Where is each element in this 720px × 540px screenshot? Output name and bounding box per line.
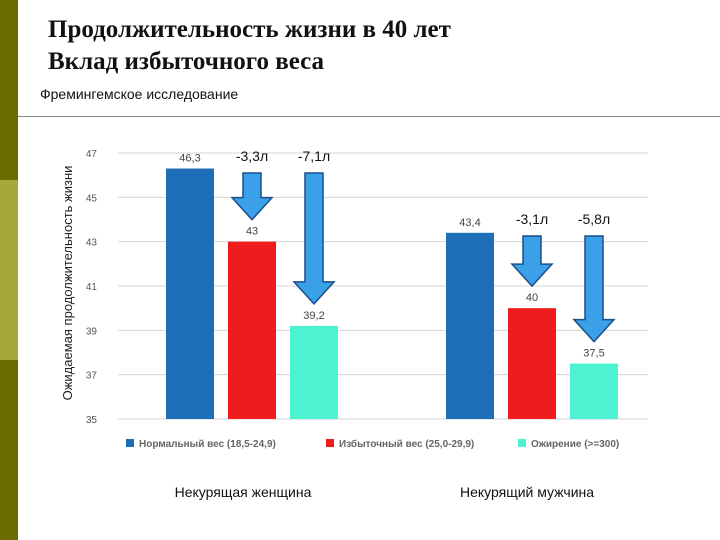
legend: Нормальный вес (18,5-24,9) Избыточный вес…: [126, 438, 619, 450]
y-tick-label-41: 41: [86, 282, 98, 293]
bar-1-2: [570, 363, 618, 419]
annotation-2: -3,1л: [516, 211, 548, 227]
arrows: -3,3л -7,1л -3,1л -5,8л: [230, 148, 616, 343]
annotation-0: -3,3л: [236, 148, 268, 164]
arrow-2: [510, 235, 554, 288]
title-line-1: Продолжительность жизни в 40 лет: [48, 16, 451, 43]
page-title: Продолжительность жизни в 40 лет Вклад и…: [48, 14, 451, 78]
legend-label-1: Избыточный вес (25,0-29,9): [339, 438, 474, 450]
annotation-1: -7,1л: [298, 148, 330, 164]
bar-1-1: [508, 308, 556, 419]
legend-swatch-0: [126, 439, 134, 447]
title-rule: [18, 116, 720, 117]
category-label-0: Некурящая женщина: [175, 484, 312, 500]
arrow-0: [230, 172, 274, 221]
chart-subtitle: Фремингемское исследование: [40, 86, 239, 102]
arrow-3: [572, 235, 616, 343]
data-label-1-0: 43,4: [459, 217, 480, 229]
y-tick-label-43: 43: [86, 238, 98, 249]
title-line-2: Вклад избыточного веса: [48, 48, 325, 75]
bar-0-1: [228, 241, 276, 419]
data-label-0-2: 39,2: [303, 310, 324, 322]
arrow-1: [292, 172, 336, 306]
data-label-1-2: 37,5: [583, 348, 604, 360]
legend-swatch-2: [518, 439, 526, 447]
bar-0-0: [166, 168, 214, 419]
y-tick-label-47: 47: [86, 149, 98, 160]
sidebar-strip-dark-bottom: [0, 360, 18, 540]
data-label-0-1: 43: [246, 226, 258, 238]
y-tick-label-45: 45: [86, 193, 98, 204]
bar-0-2: [290, 325, 338, 419]
category-label-1: Некурящий мужчина: [460, 484, 594, 500]
bar-1-0: [446, 232, 494, 419]
y-tick-label-39: 39: [86, 326, 98, 337]
y-tick-label-37: 37: [86, 371, 98, 382]
data-label-0-0: 46,3: [179, 153, 200, 165]
y-axis-label: Ожидаемая продолжительность жизни: [60, 166, 75, 401]
data-label-1-1: 40: [526, 292, 538, 304]
annotation-3: -5,8л: [578, 211, 610, 227]
sidebar-strip-dark-top: [0, 0, 18, 180]
legend-label-2: Ожирение (>=300): [531, 439, 619, 450]
sidebar-strip-light: [0, 180, 18, 360]
legend-swatch-1: [326, 439, 334, 447]
y-tick-label-35: 35: [86, 415, 98, 426]
category-labels: Некурящая женщина Некурящий мужчина: [175, 484, 595, 500]
y-axis-ticks: 35 37 39 41 43 45 47: [86, 149, 98, 426]
bars: 46,3 43 39,2 43,4 40 37,5: [166, 153, 618, 419]
legend-label-0: Нормальный вес (18,5-24,9): [139, 439, 276, 450]
